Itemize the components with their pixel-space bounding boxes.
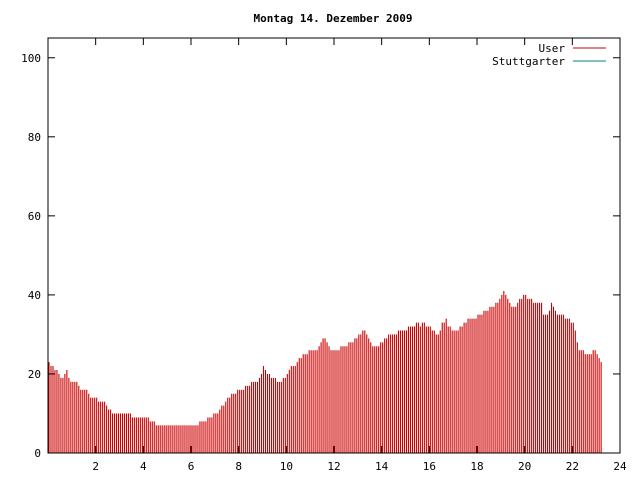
x-tick-label: 12 [327,460,340,473]
legend-label: Stuttgarter [492,55,565,68]
bar-series-user [48,290,602,453]
y-tick-label: 100 [21,52,41,65]
plot-frame [47,37,621,454]
x-tick-label: 20 [518,460,531,473]
x-tick-label: 8 [235,460,242,473]
x-tick-label: 24 [613,460,627,473]
legend-label: User [539,42,566,55]
y-tick-label: 0 [34,447,41,460]
y-tick-label: 20 [28,368,41,381]
x-tick-label: 4 [140,460,147,473]
y-tick-label: 60 [28,210,41,223]
y-tick-label: 80 [28,131,41,144]
x-tick-label: 2 [92,460,99,473]
x-tick-label: 16 [423,460,436,473]
y-tick-label: 40 [28,289,41,302]
x-tick-label: 6 [188,460,195,473]
x-tick-label: 22 [566,460,579,473]
chart-title: Montag 14. Dezember 2009 [254,12,413,25]
x-tick-label: 10 [280,460,293,473]
x-tick-label: 14 [375,460,389,473]
x-tick-label: 18 [470,460,483,473]
